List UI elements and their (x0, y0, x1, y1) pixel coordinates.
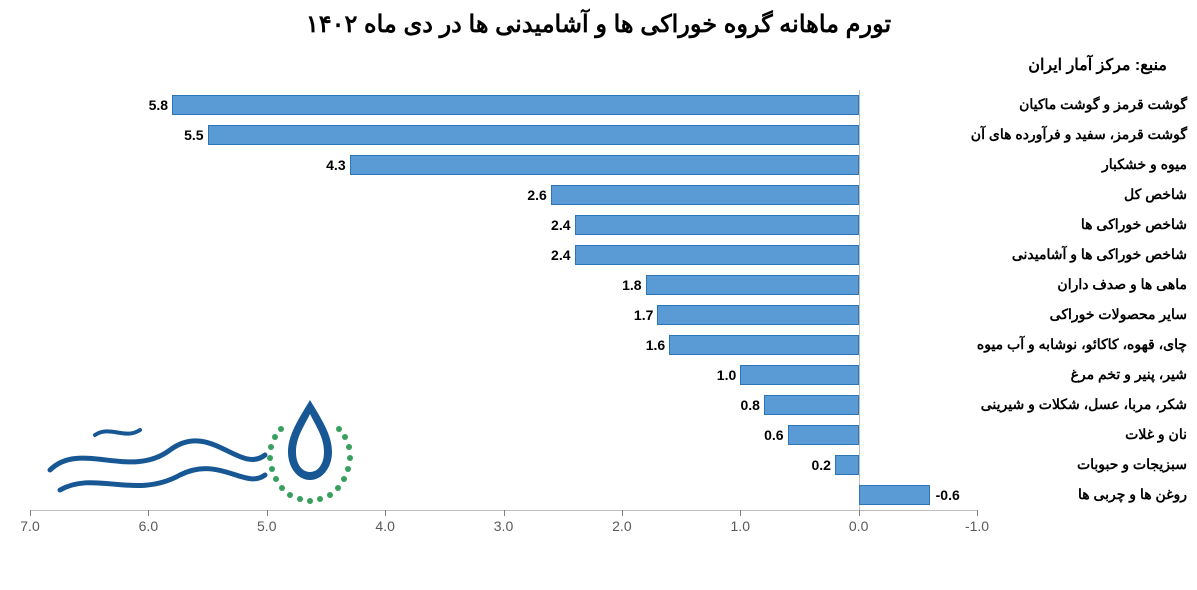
category-label: شاخص کل (981, 186, 1187, 203)
axis-tick (504, 510, 505, 516)
bar (575, 215, 859, 235)
bar (764, 395, 859, 415)
bar-row: 1.6 (30, 330, 977, 356)
chart-title: تورم ماهانه گروه خوراکی ها و آشامیدنی ها… (0, 10, 1197, 39)
axis-tick (740, 510, 741, 516)
category-label: سبزیجات و حبوبات (981, 456, 1187, 473)
bar-value-label: 5.8 (149, 90, 168, 120)
bar-value-label: 0.6 (764, 420, 783, 450)
bar-row: 2.6 (30, 180, 977, 206)
bar-value-label: 4.3 (326, 150, 345, 180)
bar-row: 2.4 (30, 210, 977, 236)
axis-tick (977, 510, 978, 516)
category-label: میوه و خشکبار (981, 156, 1187, 173)
bar-value-label: 2.4 (551, 240, 570, 270)
axis-tick-label: 7.0 (20, 518, 39, 534)
axis-tick-label: 3.0 (494, 518, 513, 534)
bar (788, 425, 859, 445)
bar-value-label: 1.8 (622, 270, 641, 300)
bar-value-label: 2.6 (527, 180, 546, 210)
bar-value-label: 5.5 (184, 120, 203, 150)
bar (835, 455, 859, 475)
bar-row: 1.7 (30, 300, 977, 326)
category-label: شکر، مربا، عسل، شکلات و شیرینی (981, 396, 1187, 413)
bar (646, 275, 859, 295)
bar (208, 125, 859, 145)
category-label: گوشت قرمز و گوشت ماکیان (981, 96, 1187, 113)
bar-row: 2.4 (30, 240, 977, 266)
axis-tick (622, 510, 623, 516)
bar (172, 95, 859, 115)
bar-value-label: 1.0 (717, 360, 736, 390)
category-label: روغن ها و چربی ها (981, 486, 1187, 503)
bar (551, 185, 859, 205)
axis-tick-label: 5.0 (257, 518, 276, 534)
bar (657, 305, 858, 325)
category-label: ماهی ها و صدف داران (981, 276, 1187, 293)
bar (350, 155, 859, 175)
axis-tick-label: 2.0 (612, 518, 631, 534)
bar-value-label: 0.2 (811, 450, 830, 480)
bar-value-label: 1.7 (634, 300, 653, 330)
category-label: چای، قهوه، کاکائو، نوشابه و آب میوه (981, 336, 1187, 353)
bar-value-label: -0.6 (936, 480, 960, 510)
axis-tick (30, 510, 31, 516)
category-label: گوشت قرمز، سفید و فرآورده های آن (981, 126, 1187, 143)
axis-tick-label: 1.0 (731, 518, 750, 534)
bar (575, 245, 859, 265)
inflation-chart: تورم ماهانه گروه خوراکی ها و آشامیدنی ها… (0, 0, 1197, 590)
axis-tick-label: 0.0 (849, 518, 868, 534)
category-label: شاخص خوراکی ها و آشامیدنی (981, 246, 1187, 263)
category-label: شیر، پنیر و تخم مرغ (981, 366, 1187, 383)
category-label: نان و غلات (981, 426, 1187, 443)
axis-tick-label: 6.0 (139, 518, 158, 534)
axis-tick-label: 4.0 (375, 518, 394, 534)
bar (740, 365, 858, 385)
bar-value-label: 1.6 (646, 330, 665, 360)
bar (669, 335, 858, 355)
category-label: شاخص خوراکی ها (981, 216, 1187, 233)
chart-source: منبع: مرکز آمار ایران (1028, 55, 1167, 75)
bar-row: 4.3 (30, 150, 977, 176)
axis-tick (859, 510, 860, 516)
association-logo (40, 380, 400, 520)
bar-value-label: 0.8 (740, 390, 759, 420)
bar-value-label: 2.4 (551, 210, 570, 240)
bar (859, 485, 930, 505)
bar-row: 5.8 (30, 90, 977, 116)
axis-tick-label: -1.0 (965, 518, 989, 534)
category-label: سایر محصولات خوراکی (981, 306, 1187, 323)
bar-row: 5.5 (30, 120, 977, 146)
bar-row: 1.8 (30, 270, 977, 296)
